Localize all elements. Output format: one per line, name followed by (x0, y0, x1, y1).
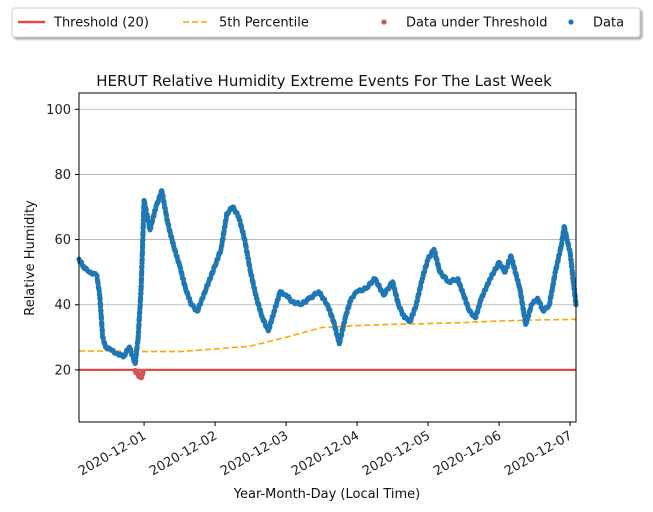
legend-box (11, 7, 641, 38)
legend-label: Data (593, 16, 624, 31)
legend-entry: Threshold (20) (18, 16, 149, 31)
percentile-line (79, 318, 577, 353)
y-axis-label: Relative Humidity (23, 200, 38, 316)
x-tick-label: 2020-12-07 (502, 428, 575, 479)
x-tick-label: 2020-12-05 (360, 428, 433, 479)
legend-swatch-dot (381, 19, 387, 25)
percentile-5th-line (79, 318, 577, 353)
legend-entry: Data under Threshold (381, 16, 547, 31)
x-tick-label: 2020-12-02 (147, 428, 220, 479)
legend-label: 5th Percentile (219, 16, 309, 31)
legend-label: Threshold (20) (53, 16, 149, 31)
y-tick-label: 40 (54, 298, 71, 313)
x-axis-label: Year-Month-Day (Local Time) (233, 487, 420, 502)
legend-swatch-dot (568, 19, 574, 25)
y-tick-label: 60 (54, 233, 71, 248)
y-tick-label: 80 (54, 168, 71, 183)
plot-background (79, 93, 576, 422)
y-axis: 20 40 60 80 100 (46, 103, 79, 378)
legend-entry: Data (568, 16, 624, 31)
under-threshold-point (140, 368, 146, 375)
plot-area (76, 92, 579, 423)
x-tick-label: 2020-12-04 (289, 428, 362, 479)
plot-frame (78, 92, 577, 423)
legend-entry: 5th Percentile (183, 16, 309, 31)
y-tick-label: 100 (46, 103, 71, 118)
x-tick-label: 2020-12-06 (431, 428, 504, 479)
data-point (138, 276, 145, 282)
x-tick-label: 2020-12-03 (218, 428, 291, 479)
under-threshold-points (132, 367, 146, 381)
x-axis: 2020-12-012020-12-022020-12-032020-12-04… (76, 422, 575, 479)
chart-title: HERUT Relative Humidity Extreme Events F… (96, 72, 552, 90)
data-points (76, 188, 579, 366)
data-point (140, 229, 146, 235)
legend-label: Data under Threshold (406, 16, 547, 31)
y-tick-label: 20 (54, 363, 71, 378)
legend: Threshold (20) 5th Percentile Data under T… (11, 7, 641, 38)
x-tick-label: 2020-12-01 (76, 428, 149, 479)
